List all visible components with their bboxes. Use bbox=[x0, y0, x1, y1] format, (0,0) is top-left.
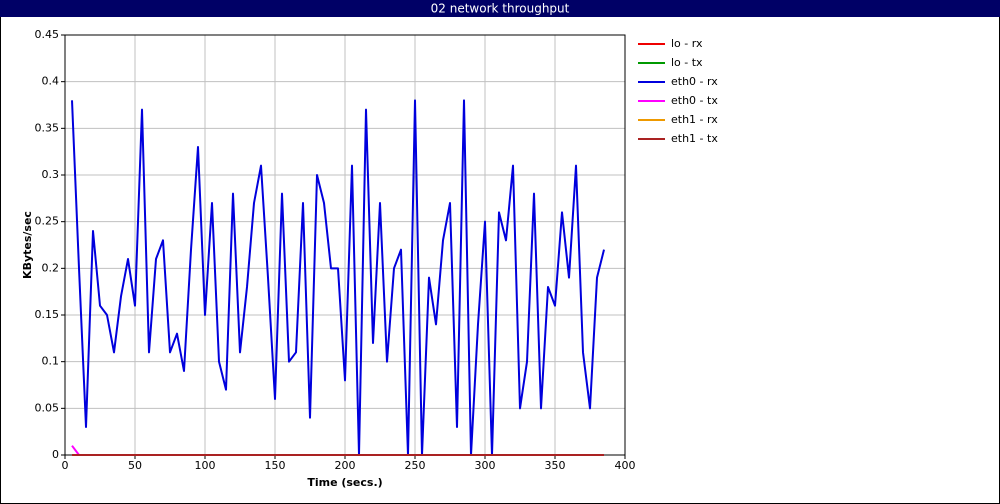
y-tick-label: 0 bbox=[52, 448, 59, 461]
legend-label: lo - rx bbox=[671, 37, 703, 50]
y-tick-label: 0.05 bbox=[35, 401, 60, 414]
legend-label: eth0 - tx bbox=[671, 94, 718, 107]
x-tick-label: 100 bbox=[195, 459, 216, 472]
y-tick-label: 0.45 bbox=[35, 28, 60, 41]
x-tick-label: 150 bbox=[265, 459, 286, 472]
x-tick-label: 50 bbox=[128, 459, 142, 472]
y-tick-label: 0.1 bbox=[42, 355, 60, 368]
y-tick-label: 0.35 bbox=[35, 121, 60, 134]
x-tick-label: 0 bbox=[62, 459, 69, 472]
title-bar bbox=[0, 0, 1000, 17]
y-tick-label: 0.25 bbox=[35, 215, 60, 228]
y-tick-label: 0.15 bbox=[35, 308, 60, 321]
x-tick-label: 200 bbox=[335, 459, 356, 472]
chart-title: 02 network throughput bbox=[431, 2, 570, 16]
legend-label: lo - tx bbox=[671, 56, 703, 69]
x-tick-label: 250 bbox=[405, 459, 426, 472]
x-tick-label: 350 bbox=[545, 459, 566, 472]
y-tick-label: 0.2 bbox=[42, 261, 60, 274]
y-axis-label: KBytes/sec bbox=[21, 211, 34, 279]
series-line bbox=[71, 99, 605, 456]
y-tick-label: 0.3 bbox=[42, 168, 60, 181]
y-tick-label: 0.4 bbox=[42, 75, 60, 88]
x-axis-label: Time (secs.) bbox=[307, 476, 382, 489]
legend-label: eth1 - tx bbox=[671, 132, 718, 145]
legend-label: eth0 - rx bbox=[671, 75, 718, 88]
x-tick-label: 300 bbox=[475, 459, 496, 472]
legend-label: eth1 - rx bbox=[671, 113, 718, 126]
x-tick-label: 400 bbox=[615, 459, 636, 472]
